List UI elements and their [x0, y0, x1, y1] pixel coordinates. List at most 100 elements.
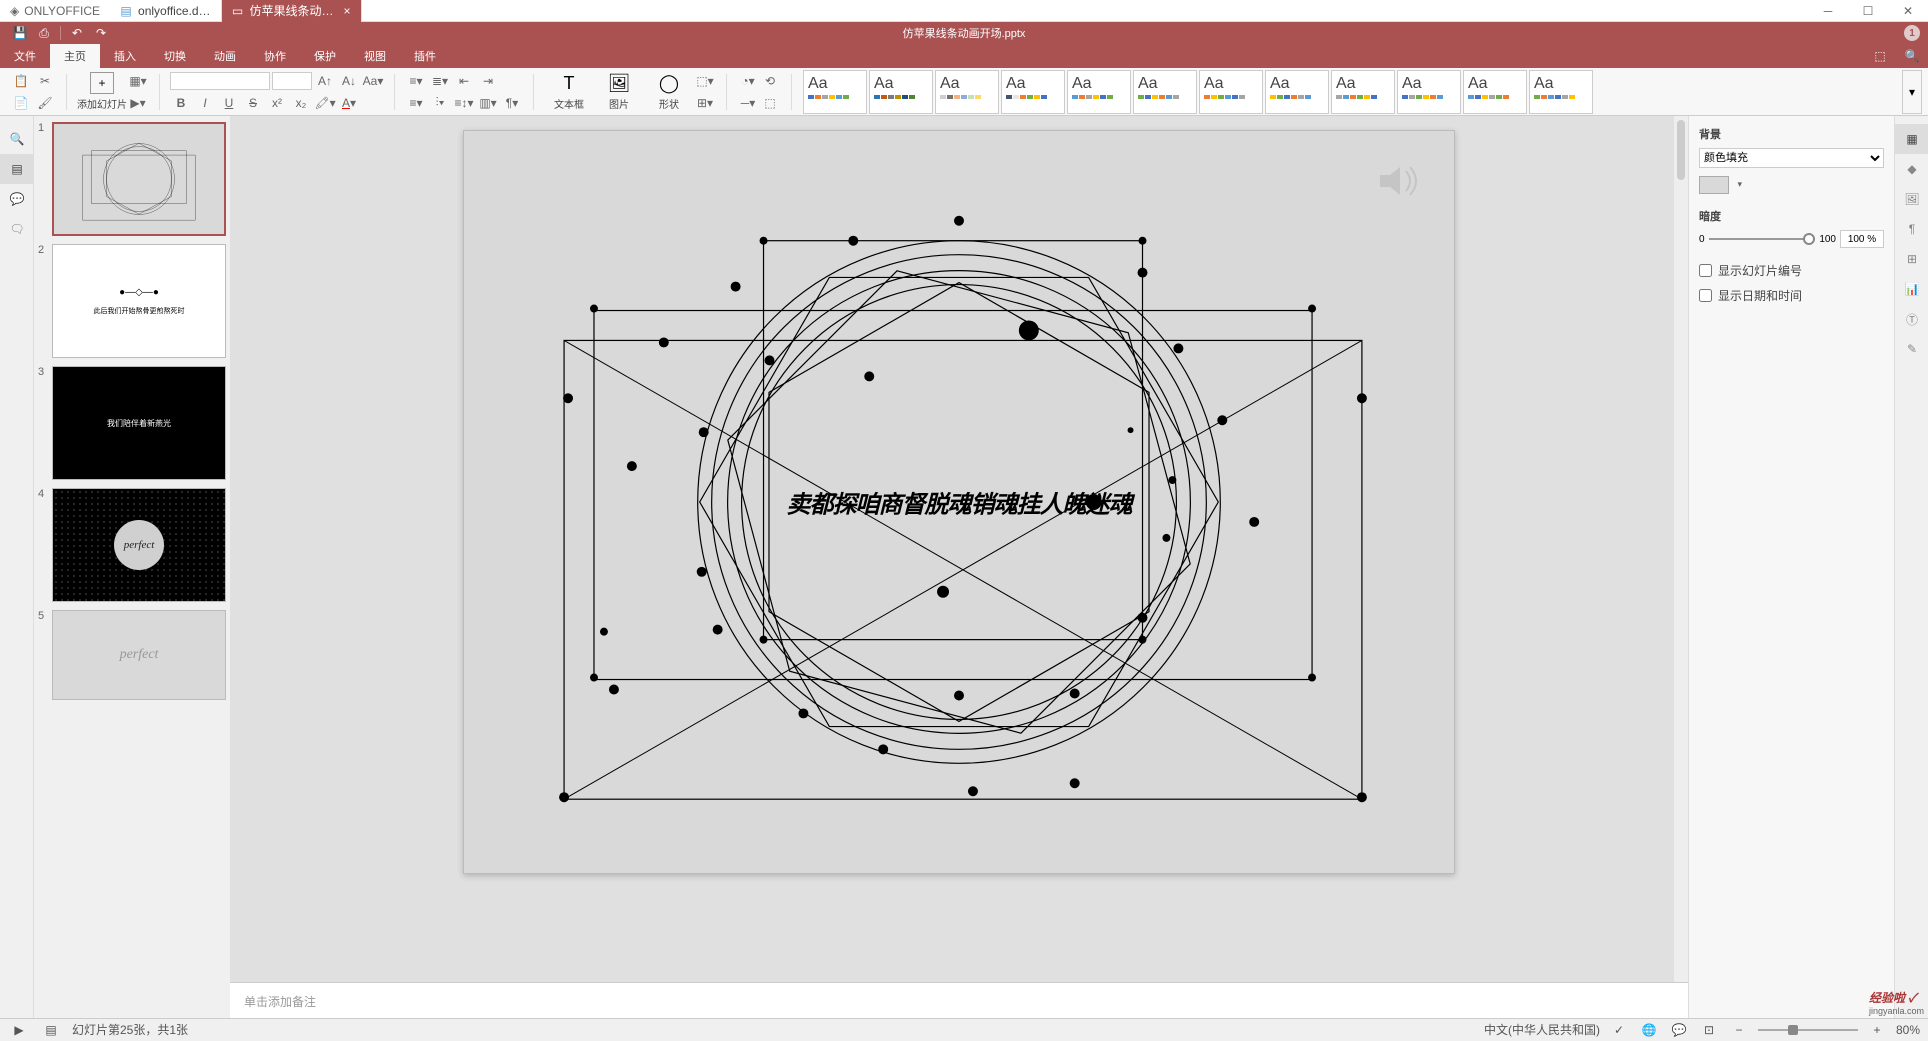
bold-button[interactable]: B: [170, 93, 192, 113]
language-label[interactable]: 中文(中华人民共和国): [1484, 1021, 1600, 1038]
opacity-value[interactable]: 100 %: [1840, 230, 1884, 248]
vertical-scrollbar[interactable]: [1674, 116, 1688, 982]
align-h-button[interactable]: ≡▾: [405, 93, 427, 113]
menu-transition[interactable]: 切换: [150, 44, 200, 68]
image-settings-icon[interactable]: 🖼: [1895, 184, 1928, 214]
slide-settings-icon[interactable]: ▦: [1895, 124, 1928, 154]
thumbnail-2[interactable]: ●—◇—● 此后我们开始熬骨更煎熬死时: [52, 244, 226, 358]
comments-rail-icon[interactable]: 💬: [0, 184, 34, 214]
menu-insert[interactable]: 插入: [100, 44, 150, 68]
theme-swatch[interactable]: Aa: [1463, 70, 1527, 114]
format-painter-button[interactable]: 🖌: [34, 93, 56, 113]
menu-view[interactable]: 视图: [350, 44, 400, 68]
chat-rail-icon[interactable]: 🗨: [0, 214, 34, 244]
zoom-out-button[interactable]: −: [1728, 1019, 1750, 1041]
fit-button[interactable]: ⊡: [1698, 1019, 1720, 1041]
subscript-button[interactable]: x₂: [290, 93, 312, 113]
close-button[interactable]: ✕: [1888, 0, 1928, 22]
menu-collab[interactable]: 协作: [250, 44, 300, 68]
select-button[interactable]: ⬚: [759, 93, 781, 113]
fill-color-swatch[interactable]: [1699, 176, 1729, 194]
zoom-slider[interactable]: [1758, 1029, 1858, 1031]
thumbnail-1[interactable]: [52, 122, 226, 236]
underline-button[interactable]: U: [218, 93, 240, 113]
paste-button[interactable]: 📄: [10, 93, 32, 113]
thumbnail-3[interactable]: 我们陪伴着新燕光: [52, 366, 226, 480]
scrollbar-thumb[interactable]: [1677, 120, 1685, 180]
font-family-select[interactable]: [170, 72, 270, 90]
theme-swatch[interactable]: Aa: [1265, 70, 1329, 114]
replace-button[interactable]: ⟲: [759, 71, 781, 91]
play-button[interactable]: ▶▾: [127, 93, 149, 113]
strike-button[interactable]: S: [242, 93, 264, 113]
zoom-value[interactable]: 80%: [1896, 1023, 1920, 1037]
notes-area[interactable]: 单击添加备注: [230, 982, 1688, 1018]
line-spacing-button[interactable]: ≡↕▾: [453, 93, 475, 113]
thumbnail-4[interactable]: perfect: [52, 488, 226, 602]
menu-protect[interactable]: 保护: [300, 44, 350, 68]
tab-presentation-active[interactable]: ▭ 仿苹果线条动… ×: [222, 0, 362, 22]
table-settings-icon[interactable]: ⊞: [1895, 244, 1928, 274]
theme-swatch[interactable]: Aa: [803, 70, 867, 114]
menu-animation[interactable]: 动画: [200, 44, 250, 68]
textbox-button[interactable]: T 文本框: [544, 70, 594, 114]
font-decrease-button[interactable]: A↓: [338, 71, 360, 91]
indent-decrease-button[interactable]: ⇤: [453, 71, 475, 91]
theme-swatch[interactable]: Aa: [869, 70, 933, 114]
font-color-button[interactable]: A▾: [338, 93, 360, 113]
shape-button[interactable]: ◯ 形状: [644, 70, 694, 114]
add-slide-button[interactable]: + 添加幻灯片: [77, 70, 127, 114]
theme-swatch[interactable]: Aa: [1199, 70, 1263, 114]
theme-swatch[interactable]: Aa: [1397, 70, 1461, 114]
shape-fill-button[interactable]: ◔▾: [737, 71, 759, 91]
signature-icon[interactable]: ✎: [1895, 334, 1928, 364]
redo-button[interactable]: ↷: [89, 22, 113, 44]
cut-button[interactable]: ✂: [34, 71, 56, 91]
shape-line-button[interactable]: ─▾: [737, 93, 759, 113]
copy-button[interactable]: 📋: [10, 71, 32, 91]
tab-close-icon[interactable]: ×: [344, 4, 351, 18]
feedback-button[interactable]: 💬: [1668, 1019, 1690, 1041]
slide-list-button[interactable]: ▤: [40, 1019, 62, 1041]
menu-plugins[interactable]: 插件: [400, 44, 450, 68]
align-v-button[interactable]: ⫶▾: [429, 93, 451, 113]
opacity-slider[interactable]: [1709, 238, 1816, 240]
theme-swatch[interactable]: Aa: [1133, 70, 1197, 114]
slides-rail-icon[interactable]: ▤: [0, 154, 34, 184]
slider-knob[interactable]: [1803, 233, 1815, 245]
paragraph-settings-icon[interactable]: ¶: [1895, 214, 1928, 244]
arrange-button[interactable]: ⬚▾: [694, 71, 716, 91]
play-status-button[interactable]: ▶: [8, 1019, 30, 1041]
theme-swatch[interactable]: Aa: [1331, 70, 1395, 114]
text-art-icon[interactable]: Ⓣ: [1895, 304, 1928, 334]
bullets-button[interactable]: ≡▾: [405, 71, 427, 91]
show-slidenum-checkbox[interactable]: [1699, 264, 1712, 277]
slide-canvas[interactable]: 卖都探咱商督脱魂销魂挂人魄迷魂: [463, 130, 1455, 874]
zoom-knob[interactable]: [1788, 1025, 1798, 1035]
thumbnail-5[interactable]: perfect: [52, 610, 226, 700]
align-objects-button[interactable]: ⊞▾: [694, 93, 716, 113]
show-slidenum-row[interactable]: 显示幻灯片编号: [1699, 262, 1884, 279]
image-button[interactable]: 🖼 图片: [594, 70, 644, 114]
change-case-button[interactable]: Aa▾: [362, 71, 384, 91]
undo-button[interactable]: ↶: [65, 22, 89, 44]
theme-swatch[interactable]: Aa: [1001, 70, 1065, 114]
tab-document[interactable]: ▤ onlyoffice.d…: [110, 0, 222, 22]
user-badge[interactable]: 1: [1904, 25, 1920, 41]
audio-icon[interactable]: [1376, 161, 1424, 201]
zoom-in-button[interactable]: +: [1866, 1019, 1888, 1041]
search-rail-icon[interactable]: 🔍: [0, 124, 34, 154]
text-direction-button[interactable]: ¶▾: [501, 93, 523, 113]
layout-button[interactable]: ▦▾: [127, 71, 149, 91]
superscript-button[interactable]: x²: [266, 93, 288, 113]
theme-swatch[interactable]: Aa: [1529, 70, 1593, 114]
indent-increase-button[interactable]: ⇥: [477, 71, 499, 91]
show-datetime-checkbox[interactable]: [1699, 289, 1712, 302]
numbering-button[interactable]: ≣▾: [429, 71, 451, 91]
chart-settings-icon[interactable]: 📊: [1895, 274, 1928, 304]
globe-button[interactable]: 🌐: [1638, 1019, 1660, 1041]
menu-file[interactable]: 文件: [0, 44, 50, 68]
save-button[interactable]: 💾: [8, 22, 32, 44]
maximize-button[interactable]: ☐: [1848, 0, 1888, 22]
more-themes-button[interactable]: ▾: [1902, 70, 1922, 114]
